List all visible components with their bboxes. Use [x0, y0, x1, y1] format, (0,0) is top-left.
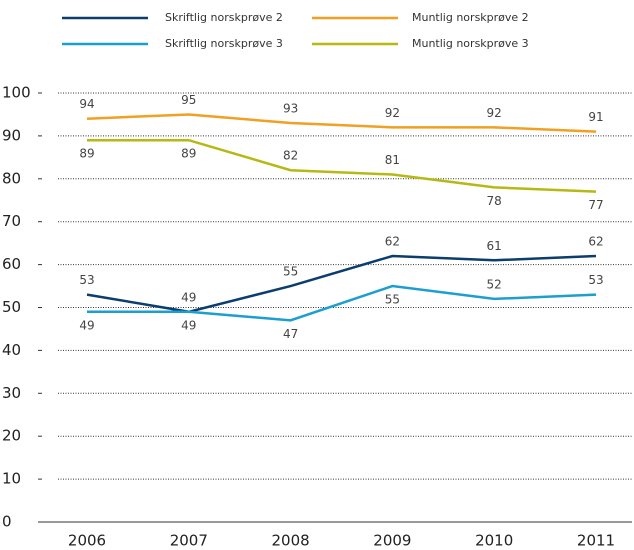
- data-label: 52: [487, 277, 502, 291]
- data-label: 77: [588, 198, 603, 212]
- data-label: 95: [181, 93, 196, 107]
- legend-label: Skriftlig norskprøve 2: [165, 11, 283, 24]
- series-line: [86, 113, 597, 133]
- data-label: 55: [385, 293, 400, 307]
- y-tick-label: 60: [2, 255, 21, 273]
- legend-label: Skriftlig norskprøve 3: [165, 37, 283, 50]
- data-label: 93: [283, 102, 298, 116]
- data-label: 53: [79, 273, 94, 287]
- x-tick-label: 2010: [475, 532, 513, 550]
- y-tick-label: 50: [2, 298, 21, 316]
- x-tick-label: 2011: [577, 532, 615, 550]
- data-label: 53: [588, 273, 603, 287]
- legend-label: Muntlig norskprøve 3: [412, 37, 529, 50]
- x-tick-label: 2009: [373, 532, 411, 550]
- data-label: 89: [181, 147, 196, 161]
- legend-label: Muntlig norskprøve 2: [412, 11, 529, 24]
- y-tick-label: 40: [2, 341, 21, 359]
- data-label: 78: [487, 194, 502, 208]
- data-label: 61: [487, 239, 502, 253]
- series-line: [87, 138, 597, 193]
- data-label: 81: [385, 153, 400, 167]
- data-label: 49: [181, 290, 196, 304]
- data-label: 89: [79, 147, 94, 161]
- y-tick-label: 90: [2, 126, 21, 144]
- y-tick-label: 100: [2, 84, 31, 102]
- y-tick-label: 20: [2, 427, 21, 445]
- data-label: 55: [283, 265, 298, 279]
- y-tick-label: 80: [2, 169, 21, 187]
- y-tick-label: 0: [2, 513, 12, 531]
- series-line: [86, 254, 597, 314]
- data-label: 92: [385, 106, 400, 120]
- x-tick-label: 2007: [170, 532, 208, 550]
- data-label: 91: [588, 110, 603, 124]
- data-label: 49: [181, 318, 196, 332]
- data-label: 94: [79, 97, 94, 111]
- series-line: [87, 284, 597, 322]
- data-label: 62: [588, 235, 603, 249]
- data-label: 47: [283, 327, 298, 341]
- data-label: 92: [487, 106, 502, 120]
- data-label: 82: [283, 149, 298, 163]
- data-label: 49: [79, 318, 94, 332]
- y-tick-label: 30: [2, 384, 21, 402]
- x-tick-label: 2008: [272, 532, 310, 550]
- data-label: 62: [385, 235, 400, 249]
- y-tick-label: 70: [2, 212, 21, 230]
- x-tick-label: 2006: [68, 532, 106, 550]
- y-tick-label: 10: [2, 470, 21, 488]
